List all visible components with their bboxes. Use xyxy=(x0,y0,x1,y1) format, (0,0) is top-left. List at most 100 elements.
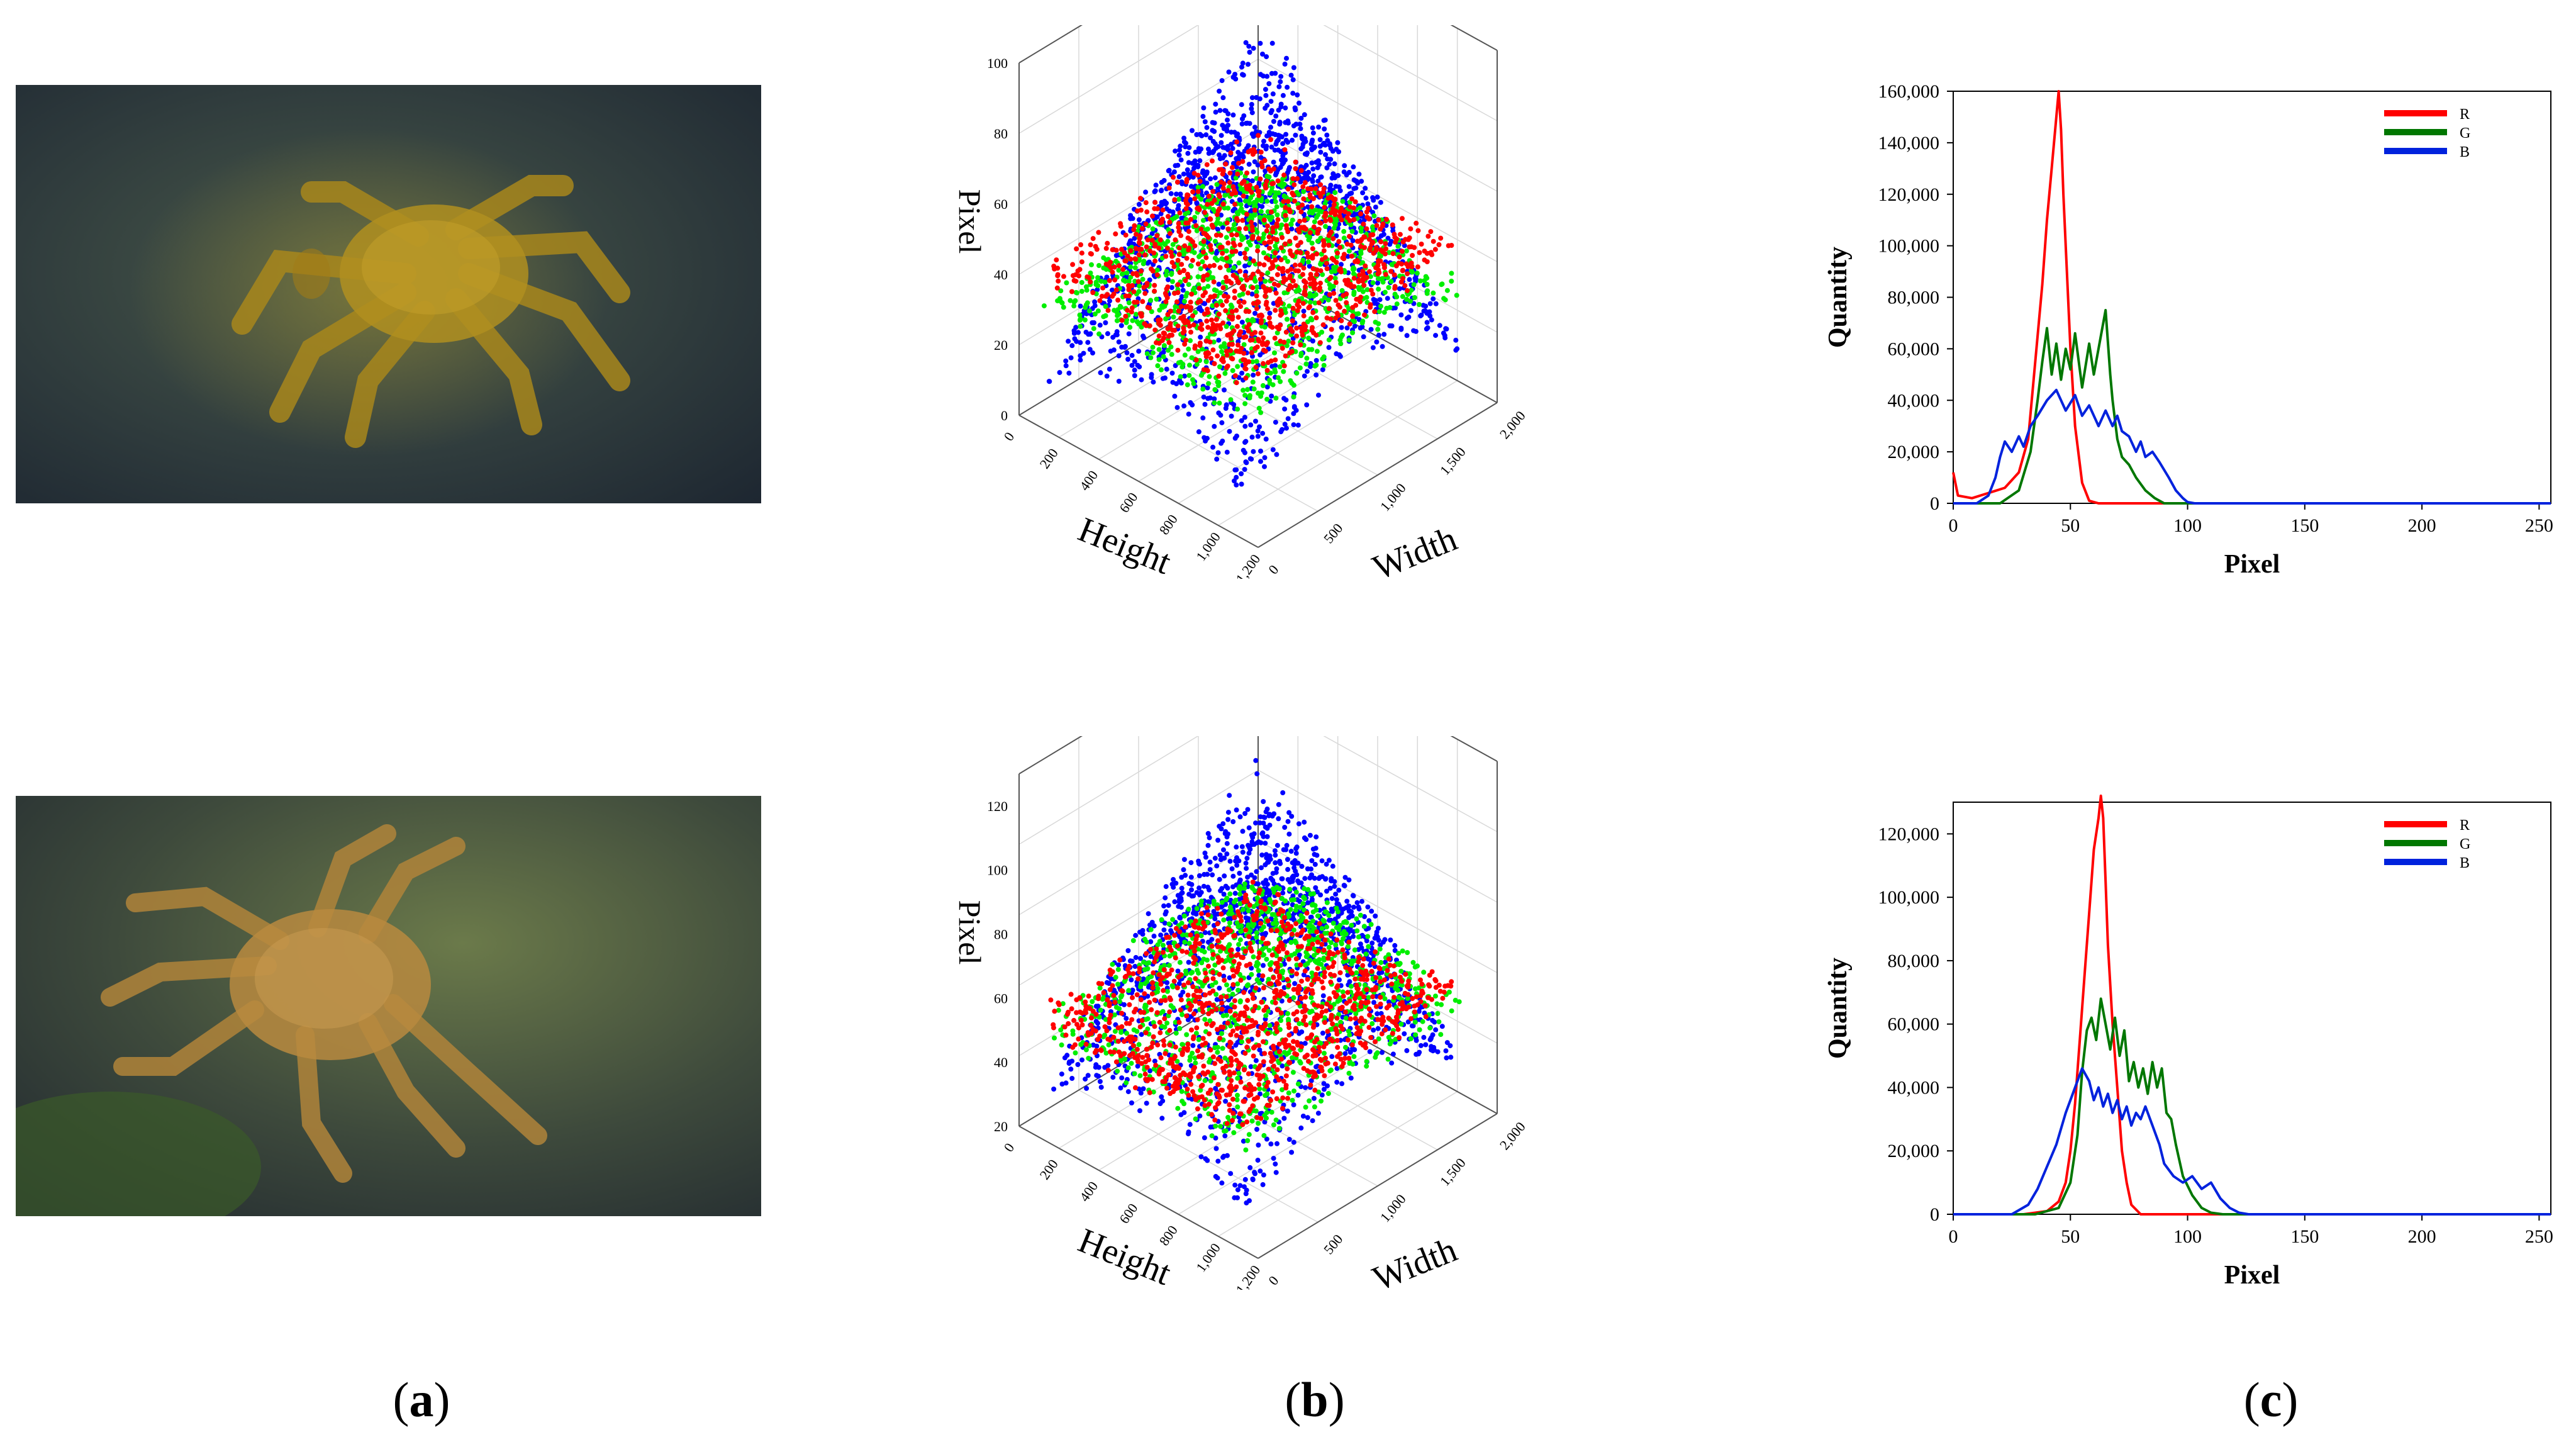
scatter-point-r xyxy=(1250,236,1256,241)
scatter-point-g xyxy=(1417,302,1422,307)
scatter-point-b xyxy=(1280,153,1286,159)
scatter-point-r xyxy=(1341,252,1347,257)
scatter-point-b xyxy=(1427,313,1433,319)
scatter-point-b xyxy=(1245,807,1251,812)
scatter-point-b xyxy=(1087,347,1093,352)
scatter-point-r xyxy=(1313,186,1319,191)
scatter-point-b xyxy=(1213,1135,1218,1141)
scatter-point-b xyxy=(1078,357,1083,363)
scatter-point-b xyxy=(1336,149,1342,155)
scatter-point-r xyxy=(1364,215,1370,220)
scatter-point-b xyxy=(1116,962,1122,968)
scatter-point-r xyxy=(1310,310,1316,315)
scatter-point-r xyxy=(1324,315,1330,321)
scatter-point-b xyxy=(1280,1063,1285,1069)
scatter-point-r xyxy=(1243,366,1249,372)
scatter-point-b xyxy=(1273,420,1278,425)
scatter-point-b xyxy=(1261,138,1266,144)
scatter-point-b xyxy=(1141,335,1147,340)
scatter-point-b xyxy=(1202,1135,1207,1141)
scatter-point-b xyxy=(1371,1027,1376,1033)
scatter-point-r xyxy=(1198,298,1203,304)
scatter-point-g xyxy=(1128,274,1134,280)
scatter-point-b xyxy=(1239,481,1244,487)
scatter-point-r xyxy=(1344,300,1349,306)
height-tick-label: 0 xyxy=(1000,429,1017,444)
scatter-point-b xyxy=(1378,199,1383,205)
scatter-point-b xyxy=(1203,854,1208,860)
scatter-point-g xyxy=(1252,213,1257,218)
scatter-point-b xyxy=(1381,332,1387,337)
scatter-point-g xyxy=(1058,288,1064,294)
scatter-point-g xyxy=(1212,238,1218,244)
scatter-point-r xyxy=(1234,380,1239,386)
scatter-point-r xyxy=(1428,229,1434,235)
scatter-point-r xyxy=(1224,263,1229,269)
scatter-point-g xyxy=(1144,351,1150,357)
scatter-point-b xyxy=(1327,162,1332,167)
scatter-point-r xyxy=(1300,272,1305,277)
scatter-point-b xyxy=(1166,277,1171,282)
scatter-point-b xyxy=(1107,366,1112,372)
scatter-point-b xyxy=(1163,895,1168,901)
scatter-point-g xyxy=(1079,289,1084,294)
scatter-point-g xyxy=(1250,316,1256,322)
scatter-point-r xyxy=(1251,301,1256,306)
scatter-point-r xyxy=(1263,293,1268,299)
scatter-point-b xyxy=(1140,928,1146,933)
scatter-point-b xyxy=(1161,903,1167,909)
scatter-point-r xyxy=(1143,200,1149,206)
scatter-point-g xyxy=(1247,395,1252,401)
scatter-point-b xyxy=(1312,875,1317,881)
scatter-point-g xyxy=(1282,255,1288,260)
scatter-point-b xyxy=(1282,825,1288,830)
scatter-point-g xyxy=(1155,363,1161,369)
scatter-point-b xyxy=(1313,846,1319,851)
scatter-point-b xyxy=(1205,885,1211,890)
scatter-point-r xyxy=(1311,196,1316,201)
scatter-point-r xyxy=(1313,272,1319,277)
scatter-point-r xyxy=(1269,276,1274,282)
scatter-point-b xyxy=(1178,993,1183,998)
scatter-point-r xyxy=(1195,206,1200,211)
scatter-point-r xyxy=(1232,201,1237,207)
scatter-point-r xyxy=(1438,235,1444,241)
legend-label-b: B xyxy=(2460,144,2470,160)
scatter-point-r xyxy=(1055,272,1061,277)
scatter-point-g xyxy=(1266,215,1271,220)
scatter-point-r xyxy=(1331,257,1337,263)
scatter-point-r xyxy=(1400,216,1405,221)
scatter-point-b xyxy=(1261,799,1266,804)
scatter-point-r xyxy=(1378,226,1383,232)
scatter-point-b xyxy=(1404,1048,1410,1053)
scatter-point-b xyxy=(1227,915,1232,920)
scatter-point-r xyxy=(1252,149,1257,155)
scatter-point-b xyxy=(1148,954,1154,959)
scatter-point-r xyxy=(1264,179,1269,184)
scatter-point-b xyxy=(1122,963,1128,968)
scatter-point-b xyxy=(1361,334,1366,340)
scatter-point-b xyxy=(1374,993,1380,999)
scatter-point-r xyxy=(1176,225,1181,230)
scatter-point-g xyxy=(1376,309,1382,315)
scatter-point-g xyxy=(1346,337,1352,343)
scatter-point-b xyxy=(1119,1075,1125,1081)
scatter-point-b xyxy=(1256,973,1262,978)
scatter-point-b xyxy=(1413,328,1419,334)
scatter-point-b xyxy=(1127,958,1133,964)
scatter-point-g xyxy=(1258,410,1264,415)
scatter-point-g xyxy=(1182,298,1187,304)
scatter-point-r xyxy=(1256,337,1261,342)
scatter-point-r xyxy=(1197,340,1203,346)
scatter-point-r xyxy=(1243,334,1249,340)
scatter-point-r xyxy=(1266,245,1272,251)
scatter-point-r xyxy=(1310,325,1315,330)
scatter-point-r xyxy=(1249,350,1254,355)
scatter-point-g xyxy=(1234,210,1240,215)
scatter-point-g xyxy=(1264,198,1270,204)
scatter-point-g xyxy=(1095,308,1101,314)
scatter-point-r xyxy=(1330,236,1336,242)
scatter-point-b xyxy=(1282,61,1288,67)
scatter-point-r xyxy=(1261,361,1266,366)
scatter-point-b xyxy=(1096,1073,1101,1079)
